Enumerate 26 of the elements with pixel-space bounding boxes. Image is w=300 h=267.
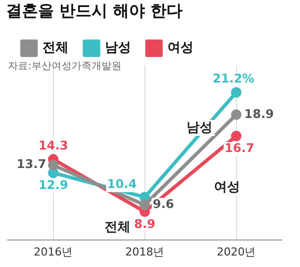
text: 자료:부산여성가족개발원 — [8, 60, 122, 72]
data-label: 13.7 — [16, 157, 46, 172]
data-label: 14.3 — [38, 138, 68, 152]
point — [48, 160, 58, 170]
legend-label: 여성 — [168, 40, 194, 56]
x-tick-label: 2016년 — [34, 245, 73, 258]
data-label: 9.6 — [152, 197, 174, 212]
x-tick-label: 2020년 — [216, 245, 256, 258]
legend-label: 남성 — [105, 40, 131, 56]
annotation: 여성 — [214, 180, 240, 195]
data-label: 8.9 — [134, 216, 156, 231]
data-label: 10.4 — [107, 177, 137, 192]
data-label: 16.7 — [224, 141, 254, 156]
chart-title: 결혼을 반드시 해야 한다 — [6, 0, 183, 20]
data-label: 21.2% — [212, 71, 254, 86]
point — [140, 200, 150, 210]
annotation: 남성 — [186, 120, 213, 136]
x-tick-label: 2018년 — [125, 245, 164, 258]
text: 전체 — [104, 220, 130, 235]
data-label: 18.9 — [244, 106, 274, 121]
point — [231, 130, 242, 142]
point — [48, 168, 58, 178]
point — [231, 87, 242, 98]
data-label: 12.9 — [38, 178, 68, 192]
point — [231, 109, 242, 120]
legend-label: 전체 — [42, 40, 68, 56]
